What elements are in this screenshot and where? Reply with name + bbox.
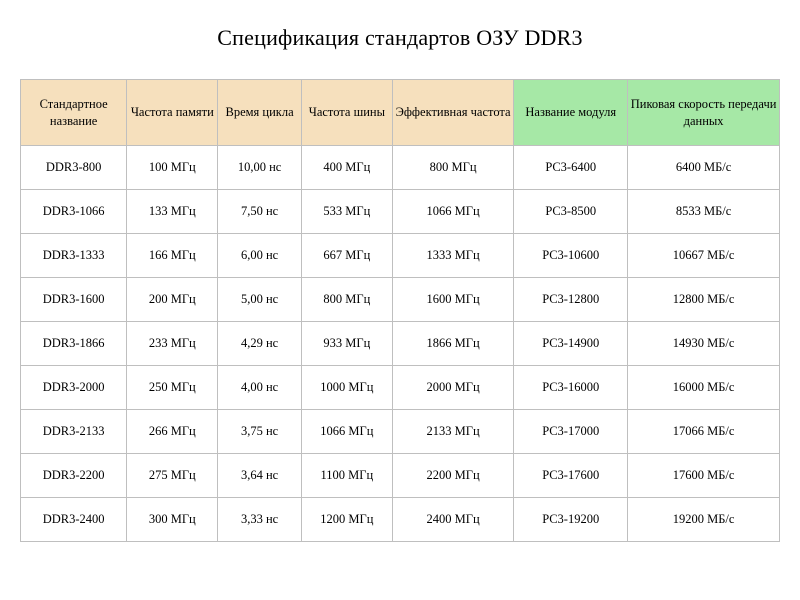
table-row: DDR3-1333 166 МГц 6,00 нс 667 МГц 1333 М… — [21, 234, 780, 278]
cell: 2200 МГц — [392, 454, 513, 498]
col-standard-name: Стандартное название — [21, 80, 127, 146]
cell: DDR3-800 — [21, 146, 127, 190]
cell: DDR3-2400 — [21, 498, 127, 542]
cell: 800 МГц — [392, 146, 513, 190]
cell: 10667 МБ/с — [628, 234, 780, 278]
cell: 166 МГц — [127, 234, 218, 278]
cell: 667 МГц — [301, 234, 392, 278]
cell: PC3-14900 — [514, 322, 628, 366]
cell: DDR3-1866 — [21, 322, 127, 366]
cell: 14930 МБ/с — [628, 322, 780, 366]
cell: 6400 МБ/с — [628, 146, 780, 190]
cell: PC3-17600 — [514, 454, 628, 498]
cell: 5,00 нс — [218, 278, 301, 322]
cell: 933 МГц — [301, 322, 392, 366]
cell: 533 МГц — [301, 190, 392, 234]
col-peak-throughput: Пиковая скорость передачи данных — [628, 80, 780, 146]
cell: 6,00 нс — [218, 234, 301, 278]
cell: 400 МГц — [301, 146, 392, 190]
cell: 4,29 нс — [218, 322, 301, 366]
cell: 2000 МГц — [392, 366, 513, 410]
cell: DDR3-2000 — [21, 366, 127, 410]
cell: DDR3-1333 — [21, 234, 127, 278]
cell: PC3-12800 — [514, 278, 628, 322]
col-bus-freq: Частота шины — [301, 80, 392, 146]
table-body: DDR3-800 100 МГц 10,00 нс 400 МГц 800 МГ… — [21, 146, 780, 542]
cell: 17066 МБ/с — [628, 410, 780, 454]
cell: 3,64 нс — [218, 454, 301, 498]
cell: DDR3-1066 — [21, 190, 127, 234]
cell: 10,00 нс — [218, 146, 301, 190]
cell: 300 МГц — [127, 498, 218, 542]
col-memory-freq: Частота памяти — [127, 80, 218, 146]
col-cycle-time: Время цикла — [218, 80, 301, 146]
table-row: DDR3-2133 266 МГц 3,75 нс 1066 МГц 2133 … — [21, 410, 780, 454]
col-module-name: Название модуля — [514, 80, 628, 146]
table-row: DDR3-2200 275 МГц 3,64 нс 1100 МГц 2200 … — [21, 454, 780, 498]
table-row: DDR3-2000 250 МГц 4,00 нс 1000 МГц 2000 … — [21, 366, 780, 410]
cell: 1066 МГц — [392, 190, 513, 234]
cell: 233 МГц — [127, 322, 218, 366]
cell: 8533 МБ/с — [628, 190, 780, 234]
cell: PC3-16000 — [514, 366, 628, 410]
table-row: DDR3-1600 200 МГц 5,00 нс 800 МГц 1600 М… — [21, 278, 780, 322]
header-row: Стандартное название Частота памяти Врем… — [21, 80, 780, 146]
cell: 2400 МГц — [392, 498, 513, 542]
cell: 1000 МГц — [301, 366, 392, 410]
cell: DDR3-2200 — [21, 454, 127, 498]
cell: 3,75 нс — [218, 410, 301, 454]
cell: 1100 МГц — [301, 454, 392, 498]
cell: 3,33 нс — [218, 498, 301, 542]
cell: 17600 МБ/с — [628, 454, 780, 498]
cell: 16000 МБ/с — [628, 366, 780, 410]
cell: 12800 МБ/с — [628, 278, 780, 322]
cell: PC3-10600 — [514, 234, 628, 278]
cell: DDR3-1600 — [21, 278, 127, 322]
cell: 2133 МГц — [392, 410, 513, 454]
cell: 19200 МБ/с — [628, 498, 780, 542]
table-row: DDR3-800 100 МГц 10,00 нс 400 МГц 800 МГ… — [21, 146, 780, 190]
table-row: DDR3-1066 133 МГц 7,50 нс 533 МГц 1066 М… — [21, 190, 780, 234]
cell: 4,00 нс — [218, 366, 301, 410]
cell: 7,50 нс — [218, 190, 301, 234]
cell: 1866 МГц — [392, 322, 513, 366]
cell: 800 МГц — [301, 278, 392, 322]
cell: PC3-19200 — [514, 498, 628, 542]
cell: 100 МГц — [127, 146, 218, 190]
cell: 1333 МГц — [392, 234, 513, 278]
cell: DDR3-2133 — [21, 410, 127, 454]
table-row: DDR3-1866 233 МГц 4,29 нс 933 МГц 1866 М… — [21, 322, 780, 366]
spec-table: Стандартное название Частота памяти Врем… — [20, 79, 780, 542]
cell: 275 МГц — [127, 454, 218, 498]
cell: 1200 МГц — [301, 498, 392, 542]
cell: PC3-17000 — [514, 410, 628, 454]
cell: PC3-8500 — [514, 190, 628, 234]
cell: 266 МГц — [127, 410, 218, 454]
page-title: Спецификация стандартов ОЗУ DDR3 — [20, 25, 780, 51]
cell: 200 МГц — [127, 278, 218, 322]
cell: PC3-6400 — [514, 146, 628, 190]
cell: 1066 МГц — [301, 410, 392, 454]
cell: 250 МГц — [127, 366, 218, 410]
table-row: DDR3-2400 300 МГц 3,33 нс 1200 МГц 2400 … — [21, 498, 780, 542]
cell: 133 МГц — [127, 190, 218, 234]
cell: 1600 МГц — [392, 278, 513, 322]
col-effective-freq: Эффективная частота — [392, 80, 513, 146]
